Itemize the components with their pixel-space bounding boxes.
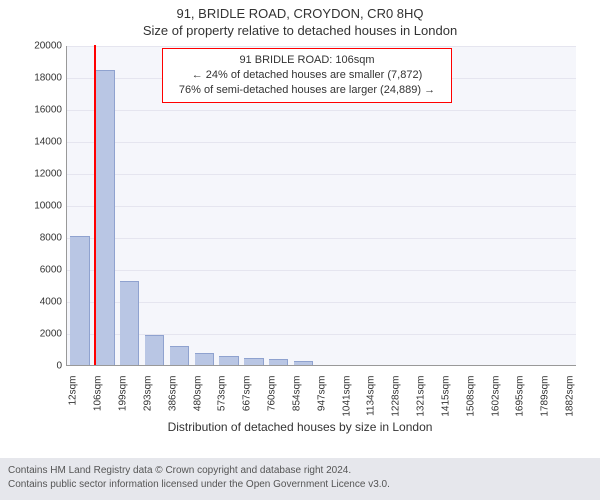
gridline xyxy=(67,270,576,271)
annotation-line: 91 BRIDLE ROAD: 106sqm xyxy=(171,53,443,68)
y-tick-label: 18000 xyxy=(22,73,62,84)
gridline xyxy=(67,334,576,335)
gridline xyxy=(67,46,576,47)
y-tick-label: 8000 xyxy=(22,233,62,244)
y-tick-label: 12000 xyxy=(22,169,62,180)
y-tick-label: 14000 xyxy=(22,137,62,148)
y-tick-label: 16000 xyxy=(22,105,62,116)
y-tick-label: 2000 xyxy=(22,329,62,340)
histogram-bar xyxy=(195,353,215,365)
plot-area: 91 BRIDLE ROAD: 106sqm← 24% of detached … xyxy=(66,46,576,366)
histogram-bar xyxy=(95,70,115,365)
annotation-box: 91 BRIDLE ROAD: 106sqm← 24% of detached … xyxy=(162,48,452,103)
attribution-line2: Contains public sector information licen… xyxy=(8,478,592,492)
histogram-bar xyxy=(269,359,289,365)
gridline xyxy=(67,302,576,303)
chart-container: Number of detached properties 91 BRIDLE … xyxy=(0,38,600,438)
histogram-bar xyxy=(70,236,90,365)
histogram-bar xyxy=(145,335,165,365)
x-axis-label: Distribution of detached houses by size … xyxy=(0,420,600,434)
y-tick-label: 6000 xyxy=(22,265,62,276)
attribution-footer: Contains HM Land Registry data © Crown c… xyxy=(0,458,600,500)
gridline xyxy=(67,206,576,207)
y-tick-label: 10000 xyxy=(22,201,62,212)
histogram-bar xyxy=(219,356,239,365)
y-tick-label: 4000 xyxy=(22,297,62,308)
annotation-line: ← 24% of detached houses are smaller (7,… xyxy=(171,68,443,83)
y-tick-label: 20000 xyxy=(22,41,62,52)
gridline xyxy=(67,238,576,239)
gridline xyxy=(67,142,576,143)
y-tick-label: 0 xyxy=(22,361,62,372)
highlight-line xyxy=(94,45,96,365)
attribution-line1: Contains HM Land Registry data © Crown c… xyxy=(8,464,592,478)
gridline xyxy=(67,174,576,175)
histogram-bar xyxy=(170,346,190,365)
histogram-bar xyxy=(294,361,314,365)
address-title: 91, BRIDLE ROAD, CROYDON, CR0 8HQ xyxy=(0,0,600,21)
annotation-line: 76% of semi-detached houses are larger (… xyxy=(171,83,443,98)
subtitle: Size of property relative to detached ho… xyxy=(0,21,600,38)
histogram-bar xyxy=(120,281,140,365)
gridline xyxy=(67,110,576,111)
histogram-bar xyxy=(244,358,264,365)
